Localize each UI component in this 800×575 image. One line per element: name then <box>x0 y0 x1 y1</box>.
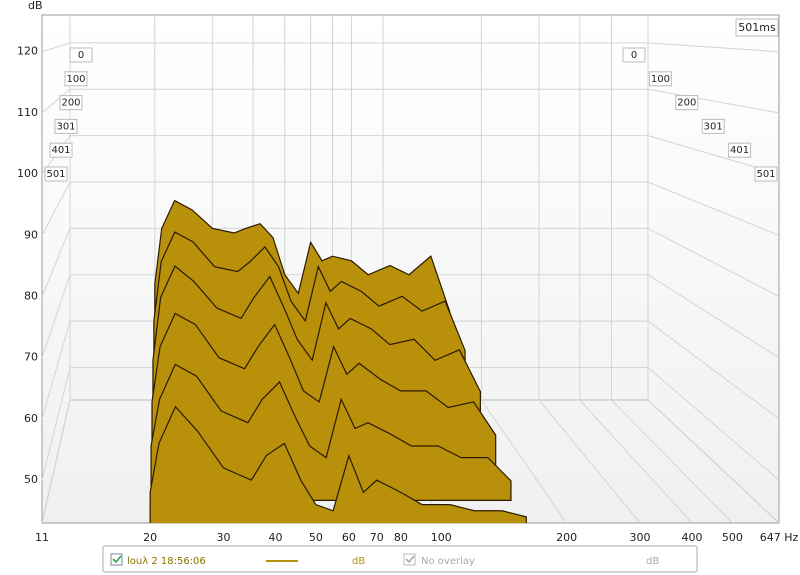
x-tick-label: 200 <box>556 531 577 544</box>
depth-label: 501 <box>756 169 775 180</box>
depth-box <box>622 47 646 63</box>
legend-unit: dB <box>352 556 365 567</box>
depth-label: 100 <box>66 74 85 85</box>
depth-box <box>728 142 752 158</box>
grid-line <box>538 15 641 524</box>
depth-box <box>69 47 93 63</box>
depth-box <box>648 71 672 87</box>
y-tick-label: 100 <box>17 167 38 180</box>
overlay-checkbox[interactable] <box>403 553 416 566</box>
y-tick-label: 60 <box>24 412 38 425</box>
slice <box>149 405 527 523</box>
x-tick-label: 300 <box>629 531 650 544</box>
depth-box <box>701 118 725 134</box>
depth-label: 301 <box>704 121 723 132</box>
x-tick-label: 100 <box>431 531 452 544</box>
depth-box <box>44 166 68 182</box>
legend-series: louλ 2 18:56:06 <box>127 556 206 567</box>
x-tick-label: 70 <box>370 531 384 544</box>
y-axis-label: dB <box>28 0 43 12</box>
grid-line <box>41 42 780 53</box>
depth-label: 401 <box>730 145 749 156</box>
x-tick-label: 400 <box>682 531 703 544</box>
x-tick-label: 50 <box>309 531 323 544</box>
x-tick-label: 647 Hz <box>760 531 799 544</box>
depth-box <box>59 95 83 111</box>
grid-line <box>41 181 780 236</box>
check <box>405 555 415 564</box>
depth-box <box>54 118 78 134</box>
depth-label: 200 <box>677 98 696 109</box>
waterfall <box>149 199 527 523</box>
slice <box>150 363 512 501</box>
depth-label: 501 <box>46 169 65 180</box>
depth-label: 200 <box>61 98 80 109</box>
x-tick-label: 60 <box>342 531 356 544</box>
depth-box <box>64 71 88 87</box>
x-tick-label: 80 <box>394 531 408 544</box>
depth-label: 301 <box>56 121 75 132</box>
y-tick-label: 50 <box>24 473 38 486</box>
y-tick-label: 110 <box>17 106 38 119</box>
legend <box>102 545 698 573</box>
x-tick-label: 30 <box>216 531 230 544</box>
series-checkbox[interactable] <box>110 553 123 566</box>
depth-box <box>754 166 778 182</box>
y-tick-label: 90 <box>24 228 38 241</box>
grid-line <box>41 88 780 114</box>
x-tick-label: 500 <box>722 531 743 544</box>
x-tick-label: 20 <box>143 531 157 544</box>
grid-line <box>610 15 733 524</box>
x-tick-label: 11 <box>35 531 49 544</box>
depth-box <box>49 142 73 158</box>
grid-line <box>480 15 568 524</box>
grid-line <box>41 227 780 297</box>
legend-overlay-unit: dB <box>646 556 659 567</box>
check <box>112 555 122 564</box>
y-tick-label: 120 <box>17 45 38 58</box>
depth-label: 401 <box>51 145 70 156</box>
grid-line <box>647 15 780 524</box>
grid-line <box>579 15 693 524</box>
depth-label: 0 <box>631 50 637 61</box>
time-box <box>735 18 779 37</box>
labels: 50 60 70 80 90 100 110 120 11 20 30 40 50 60 70 80 100 20… <box>17 45 798 544</box>
depth-label: 100 <box>651 74 670 85</box>
x-tick-label: 40 <box>269 531 283 544</box>
y-tick-label: 70 <box>24 351 38 364</box>
y-tick-label: 80 <box>24 290 38 303</box>
legend-overlay: No overlay <box>421 556 475 567</box>
depth-box <box>675 95 699 111</box>
depth-label: 0 <box>78 50 84 61</box>
time-label: 501ms <box>738 21 776 34</box>
